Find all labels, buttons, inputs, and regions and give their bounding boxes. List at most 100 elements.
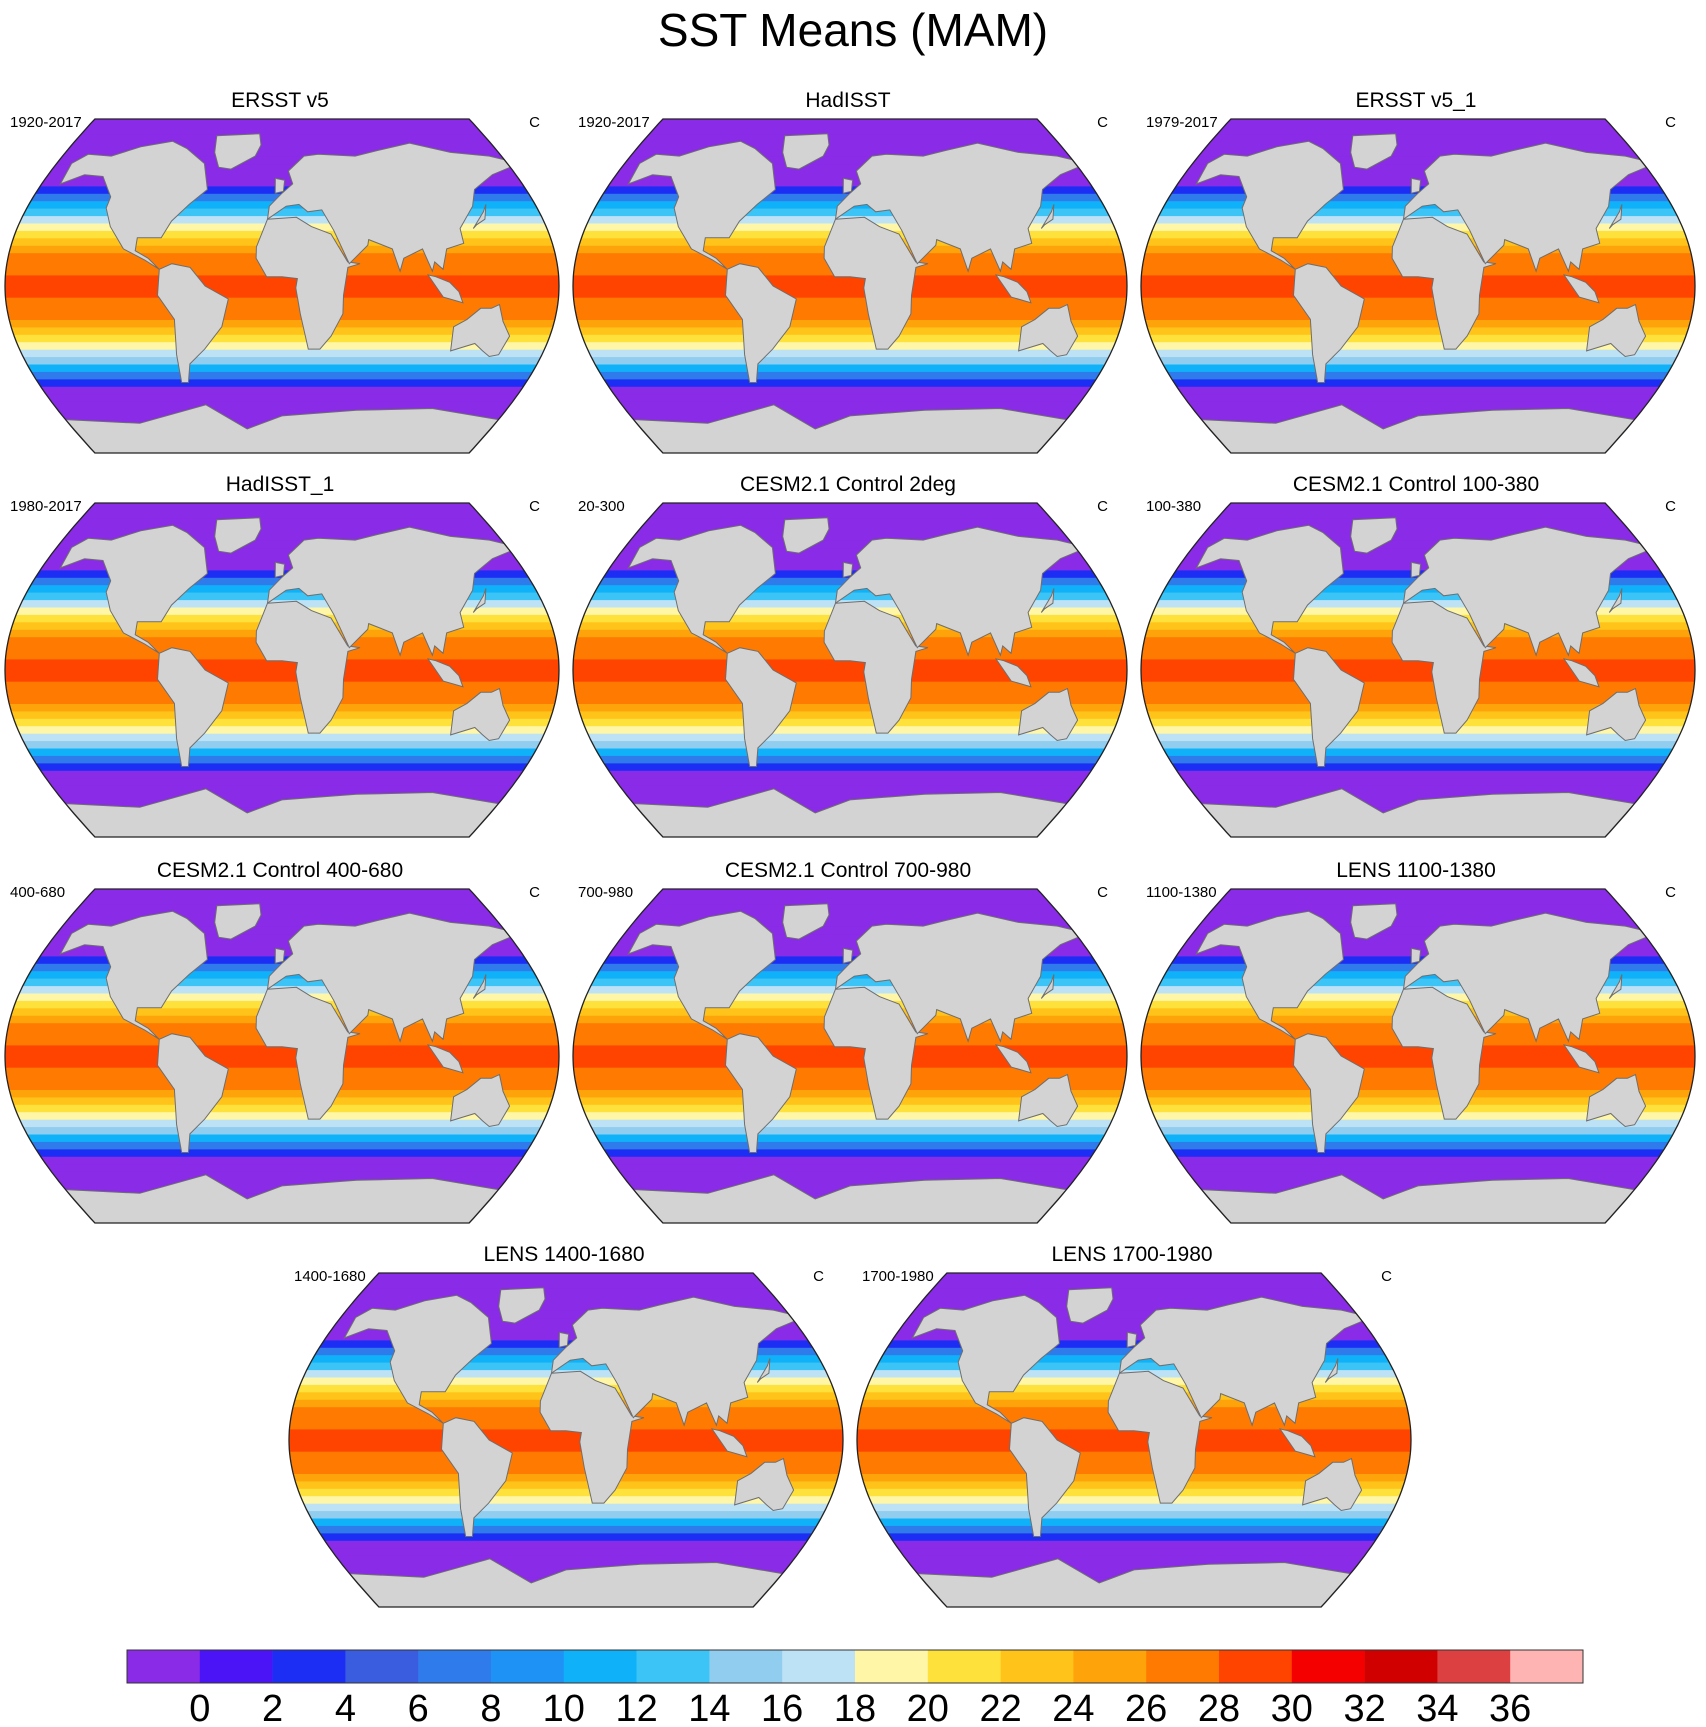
sst-band xyxy=(1141,747,1695,756)
sst-band xyxy=(573,666,1127,675)
sst-band xyxy=(1141,378,1695,387)
sst-band xyxy=(573,933,1127,942)
land-mass xyxy=(710,1428,748,1458)
sst-map xyxy=(288,1272,844,1608)
sst-band xyxy=(857,1466,1411,1474)
panel-title: CESM2.1 Control 100-380 xyxy=(1292,473,1540,496)
land-mass xyxy=(472,588,487,613)
sst-band xyxy=(573,171,1127,179)
land-mass xyxy=(1200,1174,1636,1223)
sst-band xyxy=(573,356,1127,365)
land-mass xyxy=(1402,912,1648,1043)
sst-band xyxy=(5,1059,559,1068)
sst-band xyxy=(573,926,1127,935)
sst-band xyxy=(573,525,1127,534)
sst-band xyxy=(1141,289,1695,298)
sst-band xyxy=(573,1141,1127,1150)
sst-band xyxy=(1141,1082,1695,1090)
land-mass xyxy=(1562,1044,1600,1074)
sst-band xyxy=(289,1510,843,1519)
land-mass xyxy=(1586,1073,1647,1128)
sst-band xyxy=(5,725,559,734)
sst-band xyxy=(1141,896,1695,905)
land-mass xyxy=(1278,1428,1316,1458)
sst-band xyxy=(289,1317,843,1326)
land-mass xyxy=(1200,404,1636,453)
sst-band xyxy=(5,1178,559,1187)
land-mass xyxy=(1008,1417,1081,1537)
sst-band xyxy=(5,393,559,402)
sst-band xyxy=(573,208,1127,217)
land-mass xyxy=(823,216,929,350)
sst-band xyxy=(1141,282,1695,291)
land-mass xyxy=(1410,177,1422,194)
map-panel: HadISST_1 1980-2017 C xyxy=(0,472,560,844)
sst-band xyxy=(5,1074,559,1083)
sst-band xyxy=(5,1156,559,1165)
sst-band xyxy=(1141,297,1695,306)
panel-period: 700-980 xyxy=(578,884,634,901)
sst-band xyxy=(857,1443,1411,1452)
land-mass xyxy=(734,1457,795,1512)
colorbar-swatch xyxy=(272,1650,346,1683)
sst-band xyxy=(573,1156,1127,1165)
colorbar-swatch xyxy=(1146,1650,1220,1683)
sst-band xyxy=(857,1517,1411,1526)
sst-band xyxy=(573,312,1127,320)
sst-band xyxy=(573,703,1127,712)
sst-band xyxy=(573,747,1127,756)
land-mass xyxy=(426,274,464,304)
sst-band xyxy=(5,911,559,920)
panel-title: CESM2.1 Control 2deg xyxy=(740,473,956,496)
sst-band xyxy=(1141,326,1695,335)
sst-band xyxy=(1141,1156,1695,1165)
panel-units: C xyxy=(1665,884,1676,901)
sst-band xyxy=(573,274,1127,283)
map-outline xyxy=(856,1272,1412,1608)
sst-band xyxy=(1141,1104,1695,1113)
sst-band xyxy=(573,156,1127,165)
sst-band xyxy=(573,1044,1127,1053)
sst-band xyxy=(5,777,559,786)
land-mass xyxy=(1018,303,1079,358)
land-mass xyxy=(632,1174,1068,1223)
land-mass xyxy=(450,1073,511,1128)
sst-band xyxy=(5,688,559,697)
sst-band xyxy=(1141,141,1695,150)
land-mass xyxy=(450,687,511,742)
sst-band xyxy=(1141,926,1695,935)
sst-band xyxy=(5,889,559,897)
sst-band xyxy=(857,1473,1411,1482)
sst-band xyxy=(573,592,1127,601)
sst-band xyxy=(857,1451,1411,1460)
sst-band xyxy=(5,740,559,749)
sst-band xyxy=(857,1525,1411,1534)
land-mass xyxy=(1292,1033,1365,1153)
sst-band xyxy=(5,770,559,779)
map-outline xyxy=(572,118,1128,454)
sst-band xyxy=(1141,532,1695,541)
land-mass xyxy=(426,1044,464,1074)
land-mass xyxy=(64,788,500,837)
panel-title: LENS 1100-1380 xyxy=(1336,859,1496,882)
sst-band xyxy=(289,1302,843,1311)
colorbar-tick-label: 34 xyxy=(1416,1688,1458,1727)
panel-period: 1100-1380 xyxy=(1146,884,1217,901)
sst-band xyxy=(1141,401,1695,409)
map-panel: CESM2.1 Control 700-980 700-980 C xyxy=(568,858,1128,1230)
land-mass xyxy=(1410,947,1422,964)
sst-band xyxy=(5,386,559,395)
land-mass xyxy=(1066,1287,1114,1324)
map-panel: LENS 1100-1380 1100-1380 C xyxy=(1136,858,1696,1230)
panel-period: 20-300 xyxy=(578,498,625,515)
sst-band xyxy=(857,1488,1411,1497)
sst-band xyxy=(573,777,1127,786)
sst-band xyxy=(5,903,559,912)
sst-band xyxy=(857,1280,1411,1289)
sst-band xyxy=(5,133,559,142)
sst-band xyxy=(857,1510,1411,1519)
sst-band xyxy=(573,1067,1127,1076)
panel-title: LENS 1400-1680 xyxy=(483,1243,645,1266)
sst-band xyxy=(1141,312,1695,320)
land-mass xyxy=(1126,1331,1138,1348)
